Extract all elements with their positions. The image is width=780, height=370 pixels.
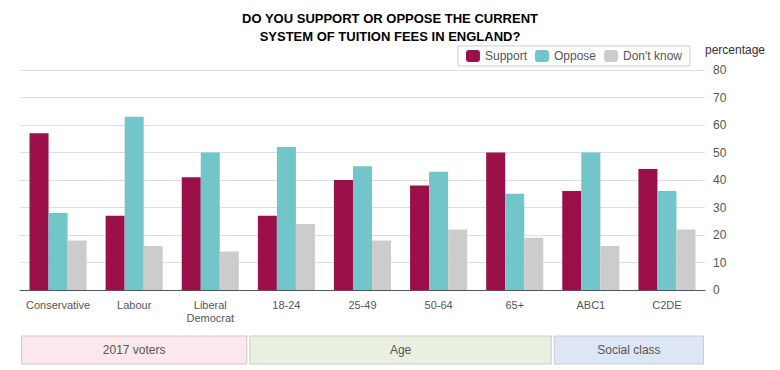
svg-text:Age: Age — [390, 343, 412, 357]
svg-text:18-24: 18-24 — [272, 299, 300, 311]
svg-text:SYSTEM OF TUITION FEES IN ENGL: SYSTEM OF TUITION FEES IN ENGLAND? — [260, 29, 521, 44]
svg-text:Oppose: Oppose — [554, 49, 596, 63]
svg-text:ABC1: ABC1 — [576, 299, 605, 311]
svg-text:percentage: percentage — [705, 43, 765, 57]
svg-text:Liberal: Liberal — [194, 299, 227, 311]
svg-text:10: 10 — [713, 256, 727, 270]
svg-text:Labour: Labour — [117, 299, 152, 311]
svg-text:80: 80 — [713, 63, 727, 77]
svg-text:Social class: Social class — [597, 343, 660, 357]
svg-text:0: 0 — [713, 283, 720, 297]
svg-text:25-49: 25-49 — [348, 299, 376, 311]
svg-text:2017 voters: 2017 voters — [103, 343, 166, 357]
svg-text:40: 40 — [713, 173, 727, 187]
svg-text:60: 60 — [713, 118, 727, 132]
svg-text:Democrat: Democrat — [186, 312, 234, 324]
svg-text:C2DE: C2DE — [652, 299, 681, 311]
svg-text:Support: Support — [485, 49, 528, 63]
svg-text:50: 50 — [713, 146, 727, 160]
svg-text:65+: 65+ — [505, 299, 524, 311]
svg-text:Don't know: Don't know — [623, 49, 682, 63]
svg-text:Conservative: Conservative — [26, 299, 90, 311]
svg-text:70: 70 — [713, 91, 727, 105]
svg-text:DO YOU SUPPORT OR OPPOSE THE C: DO YOU SUPPORT OR OPPOSE THE CURRENT — [242, 11, 538, 26]
svg-text:30: 30 — [713, 201, 727, 215]
svg-text:20: 20 — [713, 228, 727, 242]
svg-text:50-64: 50-64 — [425, 299, 453, 311]
